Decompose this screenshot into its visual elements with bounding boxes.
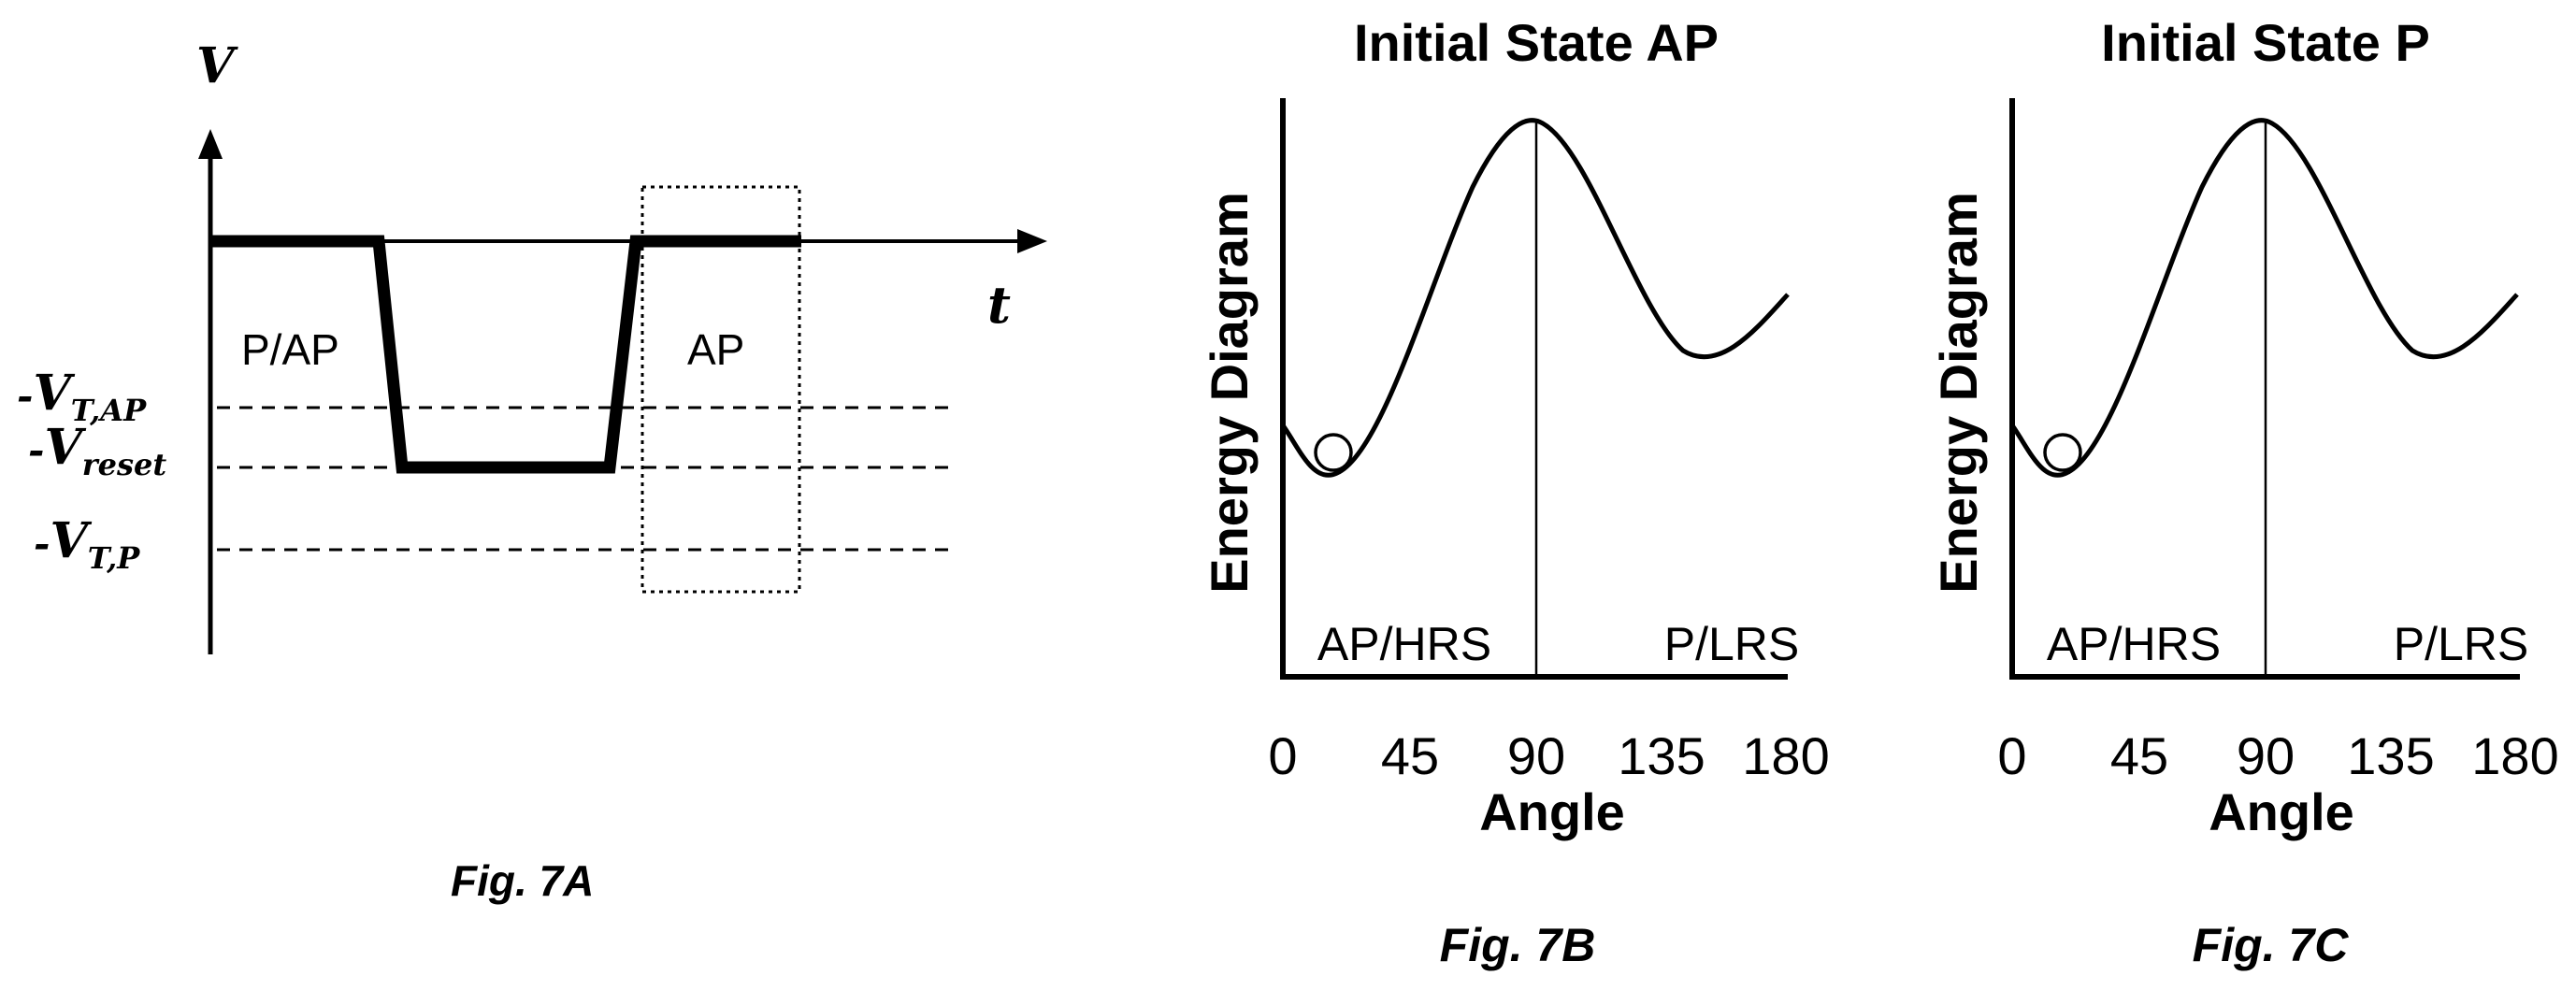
fig7b-xtick-45: 45 (1381, 726, 1439, 785)
fig7c-xtick-45: 45 (2110, 726, 2168, 785)
fig7b-ylabel: Energy Diagram (1200, 192, 1259, 594)
fig7b-region-left-label: AP/HRS (1317, 618, 1491, 670)
fig7a-region-left-label: P/AP (241, 325, 339, 374)
fig7b-xtick-0: 0 (1268, 726, 1297, 785)
fig7a-pulse-waveform (210, 235, 801, 474)
fig7b-xtick-90: 90 (1507, 726, 1565, 785)
fig7b-xtick-180: 180 (1742, 726, 1829, 785)
fig7c-ylabel: Energy Diagram (1929, 192, 1988, 594)
fig7c-state-ball (2043, 433, 2082, 472)
fig7a-v-label: V (196, 37, 238, 94)
fig7a-region-right-label: AP (687, 325, 744, 374)
fig7c-xtick-180: 180 (2471, 726, 2558, 785)
fig7b-xtick-135: 135 (1618, 726, 1705, 785)
fig7b-panel: Initial State AP AP/HRS P/LRS Energy Dia… (1200, 13, 1830, 971)
fig7c-xtick-0: 0 (1997, 726, 2026, 785)
fig7c-energy-curve (2009, 118, 2519, 478)
fig7c-caption: Fig. 7C (2193, 919, 2350, 971)
fig7c-xlabel: Angle (2209, 782, 2354, 841)
fig7b-region-right-label: P/LRS (1664, 618, 1800, 670)
fig7b-title: Initial State AP (1354, 13, 1719, 72)
fig7a-ap-region-box (640, 185, 801, 594)
fig7c-panel: Initial State P AP/HRS P/LRS Energy Diag… (1929, 13, 2559, 971)
fig7c-xtick-90: 90 (2237, 726, 2295, 785)
fig7a-level-vtp-label: -VT,P (34, 512, 140, 576)
fig7c-xtick-135: 135 (2347, 726, 2434, 785)
fig7a-level-vtap-label: -VT,AP (17, 365, 147, 428)
fig7b-caption: Fig. 7B (1440, 919, 1596, 971)
fig7b-state-ball (1314, 433, 1353, 472)
fig7a-v-axis-arrowhead (198, 129, 223, 159)
fig7c-title: Initial State P (2101, 13, 2430, 72)
fig7b-xlabel: Angle (1479, 782, 1625, 841)
fig7c-region-right-label: P/LRS (2394, 618, 2529, 670)
fig7a-panel: V t P/AP AP -VT,AP -Vreset -VT,P Fig. 7A (17, 37, 1047, 905)
fig7a-t-axis-arrowhead (1017, 229, 1047, 253)
fig7a-level-vreset-label: -Vreset (28, 419, 166, 482)
fig7a-caption: Fig. 7A (451, 856, 594, 905)
fig7a-t-label: t (987, 275, 1011, 335)
fig7b-energy-curve (1280, 118, 1790, 478)
fig7c-region-left-label: AP/HRS (2047, 618, 2221, 670)
